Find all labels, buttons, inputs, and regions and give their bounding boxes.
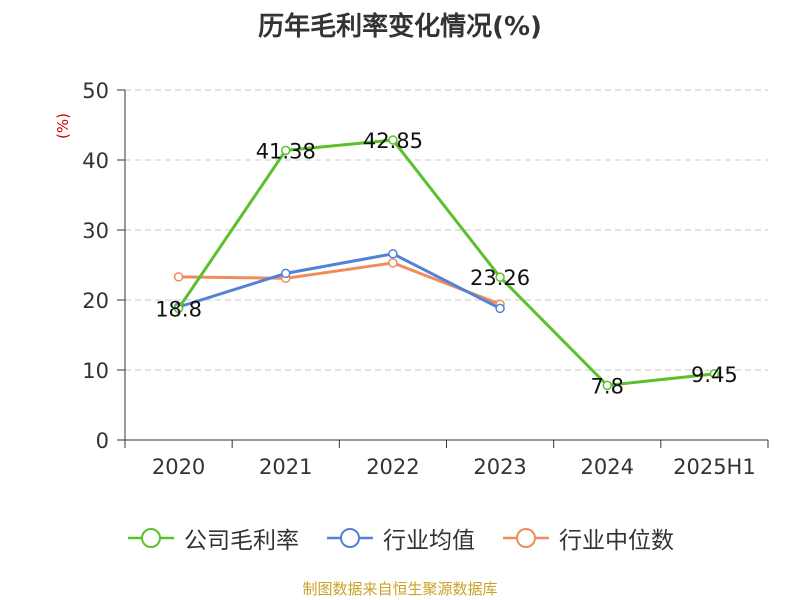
data-point xyxy=(495,272,505,282)
data-point xyxy=(495,303,505,314)
legend-label: 行业中位数 xyxy=(559,528,674,554)
legend-label: 行业均值 xyxy=(383,528,475,554)
data-point xyxy=(281,145,291,156)
data-point xyxy=(388,258,398,268)
data-label: 18.8 xyxy=(155,297,202,321)
legend: 公司毛利率 行业均值 行业中位数 xyxy=(0,518,800,558)
legend-circle xyxy=(340,528,360,548)
y-tick-label: 30 xyxy=(82,219,109,243)
legend-circle xyxy=(516,528,536,548)
x-tick-label: 2020 xyxy=(152,455,205,479)
data-label: 9.45 xyxy=(691,363,738,387)
data-point xyxy=(709,369,720,379)
x-tick-label: 2021 xyxy=(259,455,312,479)
data-label: 42.85 xyxy=(363,129,423,153)
data-point xyxy=(173,272,184,282)
x-tick-label: 2022 xyxy=(366,455,419,479)
data-labels: 18.8 41.38 42.85 23.26 7.8 9.45 xyxy=(155,129,738,398)
y-tick-label: 20 xyxy=(82,289,109,313)
series-line xyxy=(177,138,715,387)
y-axis-label: (%) xyxy=(54,113,72,139)
legend-circle xyxy=(141,528,161,548)
data-label: 41.38 xyxy=(256,139,316,163)
source-note: 制图数据来自恒生聚源数据库 xyxy=(302,580,498,598)
legend-item[interactable]: 行业均值 xyxy=(325,521,475,555)
legend-item[interactable]: 行业中位数 xyxy=(501,521,674,555)
x-tick-label: 2023 xyxy=(473,455,526,479)
data-point xyxy=(173,303,184,314)
x-tick-label: 2025H1 xyxy=(673,455,756,479)
x-tick-label: 2024 xyxy=(581,455,634,479)
data-label: 7.8 xyxy=(591,374,624,398)
y-tick-label: 0 xyxy=(96,429,109,453)
series-lines xyxy=(173,135,720,391)
legend-marker-icon xyxy=(327,528,373,548)
data-label: 23.26 xyxy=(470,266,530,290)
chart-title: 历年毛利率变化情况(%) xyxy=(258,12,542,42)
legend-label: 公司毛利率 xyxy=(184,528,299,554)
series-line xyxy=(178,261,501,306)
legend-marker-icon xyxy=(503,528,549,548)
y-tick-label: 10 xyxy=(82,359,109,383)
y-tick-label: 40 xyxy=(82,149,109,173)
y-tick-label: 50 xyxy=(82,79,109,103)
axes: 0 10 20 30 40 50 (%) 2020 2021 2022 2023 2024 2025H1 xyxy=(54,79,769,479)
data-point xyxy=(602,380,612,391)
grid-lines xyxy=(125,89,768,371)
data-point xyxy=(388,249,398,259)
data-point xyxy=(388,135,398,145)
legend-item[interactable]: 公司毛利率 xyxy=(126,521,299,555)
series-line xyxy=(178,252,501,310)
data-point xyxy=(281,268,291,279)
legend-marker-icon xyxy=(128,528,174,548)
